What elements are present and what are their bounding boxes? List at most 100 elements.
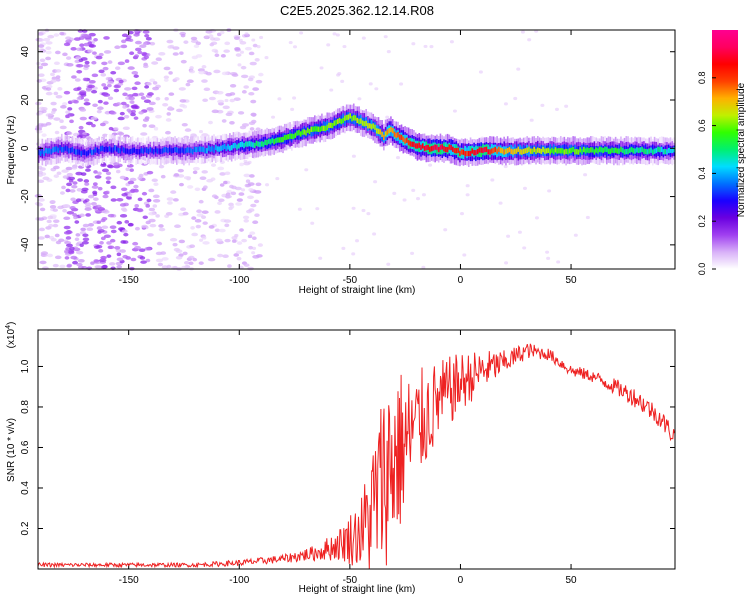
spectrogram-cell — [40, 251, 49, 255]
spectrogram-cell — [107, 60, 113, 64]
spectrogram-cell — [287, 134, 290, 140]
spectrogram-cell — [54, 130, 60, 135]
spectrogram-cell — [241, 188, 246, 192]
spectrogram-cell — [621, 147, 624, 154]
spectrogram-cell — [673, 147, 675, 153]
spectrogram-cell — [177, 168, 184, 173]
spectrogram-cell — [243, 219, 249, 223]
spectrogram-cell — [217, 166, 225, 171]
spectrogram-cell — [185, 82, 191, 87]
spectrogram-cell — [122, 105, 128, 109]
spectrogram-cell — [72, 132, 80, 137]
spectrogram-cell — [69, 189, 76, 193]
colorbar-tick-label: 0.0 — [697, 263, 707, 276]
spectrogram-cell — [181, 122, 188, 127]
spectrogram-cell — [165, 212, 173, 216]
spectrogram-cell — [114, 246, 121, 250]
spectrogram-cell — [650, 147, 652, 153]
spectrogram-cell — [77, 178, 84, 182]
spectrogram-cell — [76, 262, 83, 267]
spectrogram-cell — [65, 110, 71, 114]
spectrogram-cell — [370, 124, 373, 130]
spectrogram-cell — [224, 41, 231, 46]
spectrogram-cell — [198, 70, 206, 75]
spectrogram-cell — [82, 149, 84, 155]
spectrogram-cell — [182, 104, 188, 109]
spectrogram-cell — [39, 260, 47, 265]
spectrogram-cell — [158, 227, 166, 232]
spectrogram-cell — [221, 119, 227, 123]
spectrogram-cell — [264, 139, 267, 146]
spectrogram-cell — [372, 232, 377, 236]
spectrogram-cell — [229, 92, 236, 96]
spectrogram-cell — [45, 226, 52, 230]
spectrogram-cell — [112, 147, 114, 153]
snr-xtick-label: -50 — [343, 575, 358, 586]
spectrogram-cell — [110, 229, 117, 234]
spectrogram-cell — [167, 201, 173, 205]
spectrogram-cell — [39, 58, 46, 63]
spectrogram-cell — [120, 44, 128, 49]
spectrogram-cell — [121, 187, 128, 192]
spectrogram-cell — [214, 210, 221, 214]
spectrogram-cell — [125, 167, 130, 172]
spectrogram-cell — [666, 149, 668, 155]
spectrogram-ylabel: Frequency (Hz) — [6, 116, 17, 185]
spectrogram-cell — [402, 136, 405, 142]
spectrogram-cell — [76, 69, 83, 74]
spectrogram-cell — [246, 209, 253, 214]
spectrogram-cell — [386, 262, 391, 266]
spectrogram-cell — [131, 148, 134, 154]
spectrogram-cell — [250, 141, 252, 147]
spectrogram-cell — [236, 144, 238, 150]
spectrogram-cell — [299, 131, 302, 137]
spectrogram-cell — [105, 171, 112, 176]
spectrogram-cell — [205, 30, 213, 34]
spectrogram-cell — [137, 197, 143, 202]
spectrogram-cell — [183, 40, 189, 44]
spectrogram-cell — [137, 50, 143, 55]
spectrogram-cell — [450, 144, 452, 151]
spectrogram-cell — [158, 52, 166, 56]
spectrogram-cell — [99, 146, 102, 152]
spectrogram-cell — [63, 225, 71, 230]
spectrogram-cell — [116, 220, 123, 225]
spectrogram-cell — [241, 123, 250, 127]
spectrogram-cell — [65, 114, 70, 119]
spectrogram-cell — [137, 148, 139, 155]
spectrogram-cell — [152, 199, 161, 203]
spectrogram-cell — [130, 257, 137, 262]
spectrogram-cell — [255, 182, 262, 187]
spectrogram-cell — [184, 148, 187, 154]
spectrogram-cell — [521, 149, 523, 155]
spectrogram-cell — [198, 130, 203, 134]
spectrogram-cell — [231, 185, 237, 190]
spectrogram-cell — [338, 117, 341, 124]
spectrogram-cell — [191, 55, 198, 60]
spectrogram-cell — [134, 47, 142, 52]
spectrogram-cell — [155, 214, 160, 218]
spectrogram-cell — [173, 173, 180, 177]
spectrogram-cell — [53, 165, 60, 170]
spectrogram-cell — [315, 126, 318, 132]
spectrogram-cell — [322, 125, 325, 131]
spectrogram-cell — [275, 176, 280, 181]
snr-xtick-label: -100 — [229, 575, 249, 586]
spectrogram-cell — [496, 148, 498, 154]
spectrogram-cell — [37, 38, 44, 42]
spectrogram-cell — [118, 79, 124, 84]
spectrogram-cell — [66, 182, 73, 187]
spectrogram-cell — [55, 78, 61, 82]
spectrogram-cell — [155, 258, 164, 263]
spectrogram-cell — [632, 148, 635, 154]
spectrogram-cell — [192, 257, 198, 262]
spectrogram-cell — [483, 146, 486, 153]
spectrogram-xtick-label: -150 — [119, 275, 139, 286]
spectrogram-cell — [41, 107, 48, 111]
spectrogram-cell — [65, 188, 71, 193]
spectrogram-cell — [62, 147, 65, 153]
spectrogram-cell — [393, 131, 396, 137]
spectrogram-cell — [644, 148, 647, 155]
spectrogram-cell — [462, 149, 465, 155]
spectrogram-cell — [91, 73, 99, 78]
